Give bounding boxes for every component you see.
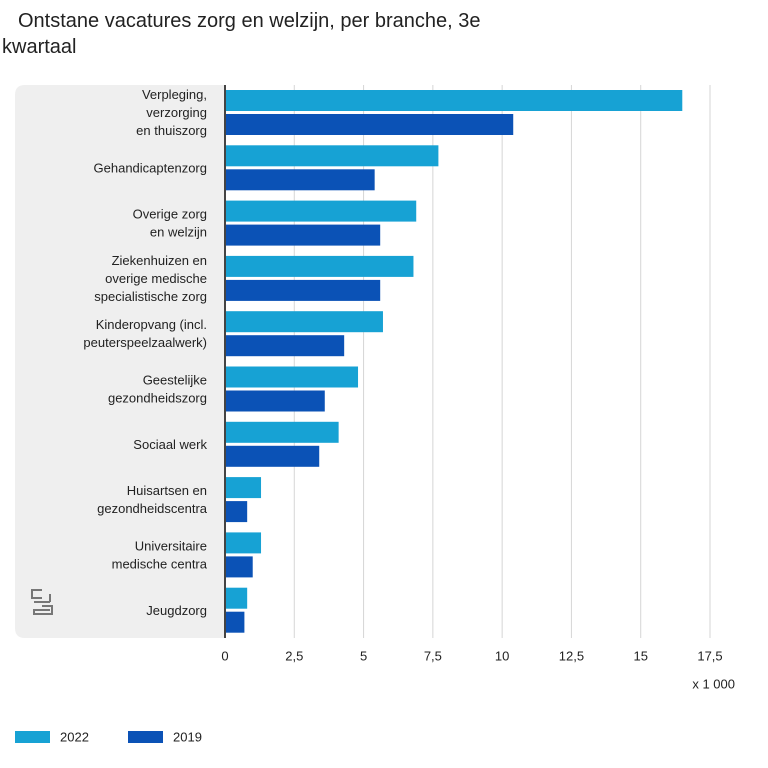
x-tick-label: 2,5	[285, 648, 303, 663]
bar	[225, 279, 381, 301]
bar	[225, 477, 262, 499]
y-tick-label: Verpleging, verzorging en thuiszorg	[136, 87, 207, 138]
bar	[225, 255, 414, 277]
y-tick-label: Sociaal werk	[133, 437, 207, 452]
bar	[225, 587, 248, 609]
logo	[31, 589, 53, 615]
bar	[225, 311, 383, 333]
x-tick-label: 7,5	[424, 648, 442, 663]
bar	[225, 335, 345, 357]
legend-label: 2022	[60, 729, 89, 744]
legend-swatch	[128, 731, 163, 743]
bar	[225, 169, 375, 191]
bar	[225, 366, 359, 388]
bar	[225, 90, 683, 111]
y-tick-label: Jeugdzorg	[146, 603, 207, 618]
x-tick-label: 0	[221, 648, 228, 663]
label-panel	[15, 85, 225, 638]
bar	[225, 421, 339, 443]
chart-title: Ontstane vacatures zorg en welzijn, per …	[2, 10, 481, 58]
legend-swatch	[15, 731, 50, 743]
bar	[225, 501, 248, 523]
y-tick-label: Huisartsen en gezondheidscentra	[97, 484, 208, 517]
bar	[225, 532, 262, 554]
y-tick-label: Universitaire medische centra	[112, 539, 208, 572]
x-tick-label: 12,5	[559, 648, 584, 663]
x-tick-label: 17,5	[697, 648, 722, 663]
y-tick-label: Overige zorg en welzijn	[133, 207, 207, 240]
y-tick-label: Kinderopvang (incl. peuterspeelzaalwerk)	[83, 318, 207, 351]
bar	[225, 445, 320, 467]
bar	[225, 114, 514, 135]
bar	[225, 200, 417, 222]
legend-label: 2019	[173, 729, 202, 744]
x-tick-label: 15	[633, 648, 647, 663]
bar	[225, 145, 439, 167]
y-tick-label: Gehandicaptenzorg	[94, 161, 207, 176]
x-tick-label: 10	[495, 648, 509, 663]
bar	[225, 611, 245, 633]
bar	[225, 556, 253, 578]
y-tick-label: Ziekenhuizen en overige medische specialis…	[94, 253, 207, 304]
bar	[225, 390, 325, 412]
x-tick-label: 5	[360, 648, 367, 663]
y-tick-label: Geestelijke gezondheidszorg	[108, 373, 207, 406]
bar	[225, 224, 381, 246]
axis-unit-label: x 1 000	[692, 676, 735, 691]
